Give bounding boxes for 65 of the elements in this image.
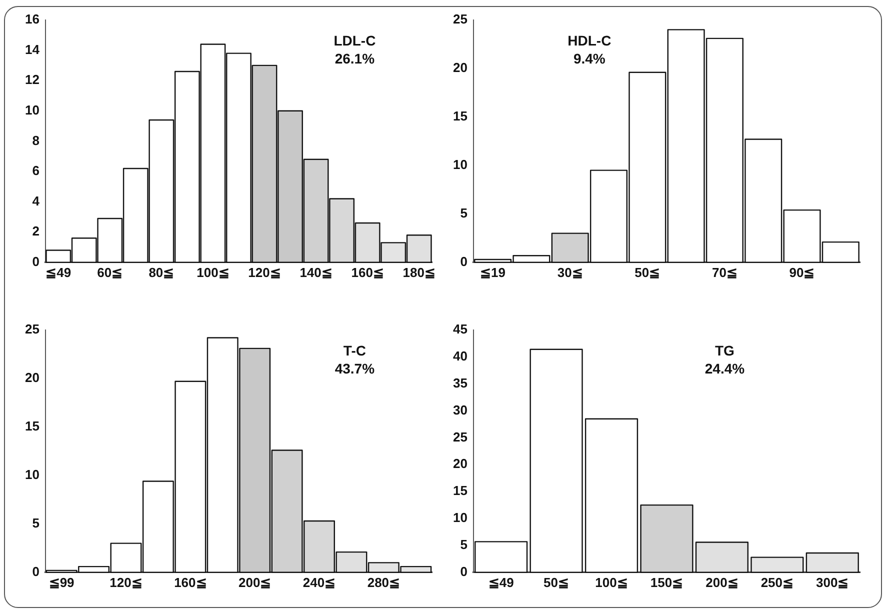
x-tick-label: 140≦ [300, 264, 332, 280]
x-tick-label: 80≦ [148, 264, 174, 280]
y-tick-label: 10 [24, 467, 40, 482]
y-tick-label: 25 [24, 322, 40, 337]
annotation: 24.4% [704, 360, 746, 376]
x-tick-label: 160≦ [351, 264, 384, 280]
y-tick-label: 0 [460, 254, 468, 269]
x-tick-label: 200≦ [706, 574, 738, 590]
y-tick-label: 5 [460, 537, 468, 552]
x-tick-label: 120≦ [248, 264, 281, 280]
y-tick-label: 15 [452, 108, 468, 124]
y-tick-label: 0 [460, 564, 468, 579]
y-tick-label: 45 [452, 322, 468, 337]
y-tick-label: 20 [452, 60, 468, 76]
annotation: T-C [343, 342, 366, 358]
y-tick-label: 10 [452, 157, 468, 172]
x-tick-label: 250≦ [760, 574, 794, 590]
y-tick-label: 25 [452, 12, 468, 27]
x-tick-label: 100≦ [595, 574, 628, 590]
x-tick-label: ≦19 [480, 264, 506, 280]
y-tick-label: 14 [24, 42, 40, 57]
x-tick-label: 300≦ [816, 574, 849, 590]
x-tick-label: 180≦ [402, 264, 436, 280]
y-tick-label: 0 [32, 564, 40, 579]
y-tick-label: 35 [452, 375, 468, 390]
x-tick-label: 160≦ [174, 574, 207, 590]
y-tick-label: 15 [452, 483, 468, 498]
x-tick-label: 120≦ [110, 574, 142, 590]
x-tick-label: 50≦ [544, 574, 570, 590]
y-tick-label: 10 [24, 102, 40, 118]
annotation: 9.4% [573, 50, 606, 66]
x-tick-label: 50≦ [634, 264, 660, 280]
x-tick-label: 280≦ [367, 574, 400, 590]
x-tick-label: 150≦ [650, 574, 684, 590]
y-tick-label: 40 [452, 348, 468, 364]
x-tick-label: 90≦ [789, 264, 815, 280]
y-tick-label: 25 [452, 429, 468, 444]
y-tick-label: 6 [32, 163, 40, 178]
y-tick-label: 10 [452, 510, 468, 526]
x-tick-label: 70≦ [712, 264, 738, 280]
x-tick-label: 240≦ [302, 574, 336, 590]
y-tick-label: 8 [32, 132, 40, 148]
y-tick-label: 16 [24, 12, 40, 27]
x-tick-label: 60≦ [97, 264, 123, 280]
x-tick-label: ≦49 [46, 264, 72, 280]
x-tick-label: 30≦ [557, 264, 583, 280]
annotation: LDL-C [334, 32, 376, 48]
x-tick-label: 100≦ [196, 264, 230, 280]
y-tick-label: 5 [460, 206, 468, 220]
y-tick-label: 0 [32, 254, 40, 269]
y-tick-label: 2 [32, 224, 40, 239]
x-tick-label: 200≦ [238, 574, 272, 590]
y-tick-label: 5 [32, 516, 40, 530]
x-tick-label: ≦99 [48, 574, 74, 590]
y-tick-label: 15 [24, 418, 40, 434]
y-tick-label: 12 [24, 72, 40, 88]
y-tick-label: 20 [452, 456, 468, 472]
y-tick-label: 20 [24, 370, 40, 386]
y-tick-label: 4 [32, 193, 40, 208]
y-tick-label: 30 [452, 402, 468, 418]
annotation: HDL-C [568, 32, 612, 48]
annotation: TG [714, 342, 735, 358]
x-tick-label: ≦49 [488, 574, 514, 590]
annotation: 43.7% [334, 360, 376, 376]
annotation: 26.1% [334, 50, 376, 66]
